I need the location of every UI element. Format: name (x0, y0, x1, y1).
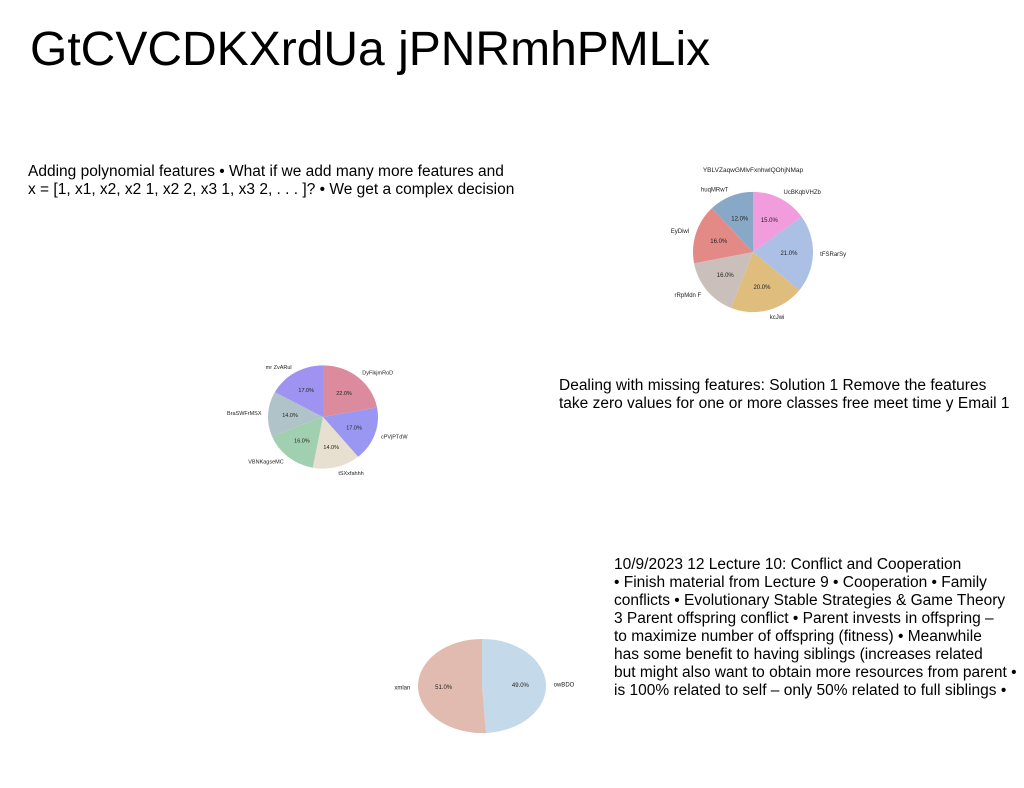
pie-category-label: owBDO (554, 682, 575, 688)
pie-category-label: huqMRwT (701, 187, 729, 193)
pie-category-label: rRpMdn F (675, 293, 702, 299)
pie-slice (753, 191, 802, 252)
pie-category-label: UcBKqbVHZb (784, 190, 822, 196)
pie-slice (274, 365, 323, 417)
chart-title: YBLVZaqwGMlvFxnhwlQOhjNMap (703, 167, 804, 174)
pie-value-label: 14.0% (282, 413, 298, 419)
pie-value-label: 22.0% (336, 391, 352, 397)
pie-slice (711, 191, 753, 252)
text-line: has some benefit to having siblings (inc… (614, 646, 983, 663)
pie-slice (693, 208, 753, 264)
pie-value-label: 17.0% (346, 425, 362, 431)
pie-value-label: 21.0% (780, 251, 798, 257)
pie-chart-svg: 49.0% owBDO 51.0% xmlan (394, 638, 575, 734)
pie-value-label: 14.0% (323, 445, 339, 451)
pie-category-label: cPVjPTdW (381, 434, 408, 440)
pie-category-label: xmlan (394, 686, 410, 692)
text-line: Adding polynomial features • What if we … (28, 163, 504, 180)
text-line: • Finish material from Lecture 9 • Coope… (614, 574, 987, 591)
pie-chart-top-right: YBLVZaqwGMlvFxnhwlQOhjNMap 15.0% UcBKqbVH… (670, 160, 850, 360)
pie-category-label: tSXxfahhh (338, 471, 363, 477)
pie-value-label: 16.0% (294, 439, 310, 445)
text-line: conflicts • Evolutionary Stable Strategi… (614, 592, 1006, 609)
text-line: x = [1, x1, x2, x2 1, x2 2, x3 1, x3 2, … (28, 181, 515, 198)
pie-category-label: mr ZvARul (266, 365, 292, 371)
pie-value-label: 16.0% (710, 239, 728, 245)
pie-chart-svg: YBLVZaqwGMlvFxnhwlQOhjNMap 15.0% UcBKqbVH… (671, 167, 846, 321)
pie-value-label: 51.0% (435, 685, 453, 691)
pie-slice (271, 417, 323, 468)
pie-category-label: DyFikjmRoD (362, 370, 393, 376)
text-line: 10/9/2023 12 Lecture 10: Conflict and Co… (614, 556, 962, 573)
pie-slice (312, 417, 359, 469)
text-line: but might also want to obtain more resou… (614, 664, 1017, 681)
pie-value-label: 12.0% (731, 216, 749, 222)
pie-slice (323, 365, 378, 417)
pie-value-label: 20.0% (753, 285, 771, 291)
text-line: 3 Parent offspring conflict • Parent inv… (614, 610, 994, 627)
pie-category-label: VBNKagseMC (248, 459, 283, 465)
pie-value-label: 49.0% (512, 683, 530, 689)
text-line: Dealing with missing features: Solution … (559, 377, 987, 394)
page-title: GtCVCDKXrdUa jPNRmhPMLix (30, 23, 711, 76)
pie-chart-middle-left: 22.0% DyFikjmRoD 17.0% cPVjPTdW 14.0% tSXxfah… (225, 330, 408, 510)
pie-chart-svg: 22.0% DyFikjmRoD 17.0% cPVjPTdW 14.0% tSXxfah… (227, 365, 408, 477)
pie-slice (323, 407, 378, 457)
text-block-polynomial: Adding polynomial features • What if we … (28, 163, 514, 199)
pie-slice (418, 638, 487, 734)
pie-value-label: 15.0% (761, 218, 779, 224)
pie-slice (694, 252, 753, 308)
text-block-lecture: 10/9/2023 12 Lecture 10: Conflict and Co… (614, 556, 1017, 700)
pie-value-label: 17.0% (298, 388, 314, 394)
pie-value-label: 16.0% (717, 273, 735, 279)
pie-category-label: tFSRarSy (820, 252, 846, 258)
text-line: take zero values for one or more classes… (559, 395, 1010, 412)
pie-chart-bottom: 49.0% owBDO 51.0% xmlan (390, 610, 590, 770)
pie-category-label: EyDiwl (671, 229, 689, 235)
pie-slice (753, 216, 813, 291)
text-block-missing-features: Dealing with missing features: Solution … (559, 377, 1010, 413)
pie-slice (268, 392, 323, 437)
pie-slice (730, 252, 800, 313)
pie-slice (482, 638, 547, 733)
pie-category-label: BraSWFrMSX (227, 411, 262, 417)
pie-category-label: kcJwi (770, 315, 785, 321)
text-line: is 100% related to self – only 50% relat… (614, 682, 1007, 699)
text-line: to maximize number of offspring (fitness… (614, 628, 982, 645)
